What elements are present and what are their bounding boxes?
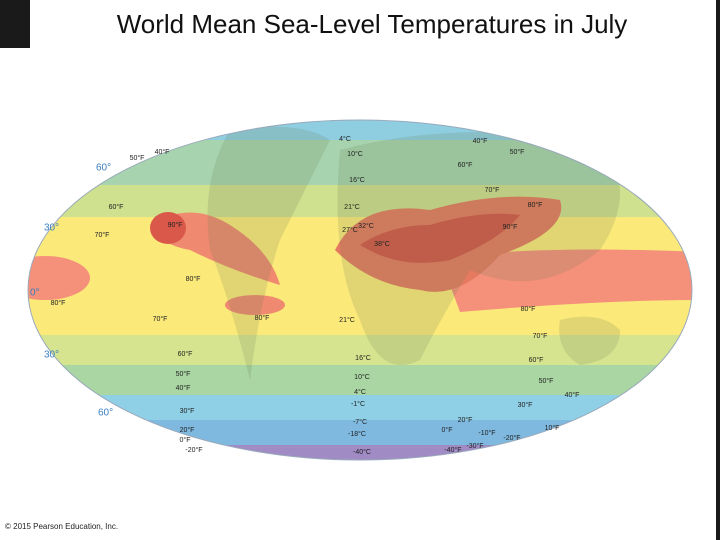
isotherm-label: 40°F — [565, 391, 580, 399]
isotherm-label: 27°C — [342, 226, 358, 234]
title: World Mean Sea-Level Temperatures in Jul… — [117, 9, 628, 39]
title-bar-edge — [0, 0, 30, 48]
map — [28, 120, 692, 460]
isotherm-label: -20°F — [503, 434, 520, 442]
isotherm-label: -20°F — [185, 446, 202, 454]
isotherm-label: 80°F — [521, 305, 536, 313]
isotherm-label: 4°C — [354, 388, 366, 396]
isotherm-label: -40°F — [444, 446, 461, 454]
isotherm-label: -40°C — [353, 448, 371, 456]
right-edge — [716, 0, 720, 540]
isotherm-label: 10°C — [347, 150, 363, 158]
map-outline — [27, 119, 693, 461]
isotherm-label: 40°F — [473, 137, 488, 145]
isotherm-label: 16°C — [355, 354, 371, 362]
isotherm-label: -30°F — [466, 442, 483, 450]
isotherm-label: 60°F — [529, 356, 544, 364]
isotherm-label: 60°F — [458, 161, 473, 169]
isotherm-label: 60°F — [178, 350, 193, 358]
isotherm-label: 50°F — [539, 377, 554, 385]
isotherm-label: 4°C — [339, 135, 351, 143]
latitude-label: 60° — [96, 163, 111, 174]
isotherm-label: 50°F — [510, 148, 525, 156]
isotherm-label: 21°C — [339, 316, 355, 324]
isotherm-label: 10°F — [545, 424, 560, 432]
latitude-label: 60° — [98, 408, 113, 419]
isotherm-label: 50°F — [130, 154, 145, 162]
isotherm-label: 70°F — [485, 186, 500, 194]
isotherm-label: 30°F — [180, 407, 195, 415]
isotherm-label: 32°C — [358, 222, 374, 230]
isotherm-label: 16°C — [349, 176, 365, 184]
isotherm-label: 40°F — [176, 384, 191, 392]
isotherm-label: 40°F — [155, 148, 170, 156]
isotherm-label: 90°F — [503, 223, 518, 231]
isotherm-label: 70°F — [533, 332, 548, 340]
isotherm-label: 50°F — [176, 370, 191, 378]
isotherm-label: 30°F — [518, 401, 533, 409]
isotherm-label: 38°C — [374, 240, 390, 248]
latitude-label: 30° — [44, 223, 59, 234]
isotherm-label: 80°F — [255, 314, 270, 322]
isotherm-label: 10°C — [354, 373, 370, 381]
isotherm-label: 80°F — [186, 275, 201, 283]
isotherm-label: -18°C — [348, 430, 366, 438]
isotherm-label: 80°F — [528, 201, 543, 209]
isotherm-label: -7°C — [353, 418, 367, 426]
isotherm-label: 21°C — [344, 203, 360, 211]
labels: 60° 30° 0° 30° 60° 4°C 40°F 40°F 50°F 10°C 50°F 60°… — [30, 135, 579, 456]
copyright: © 2015 Pearson Education, Inc. — [5, 522, 118, 531]
latitude-label: 30° — [44, 350, 59, 361]
isotherm-label: 0°F — [180, 436, 191, 444]
isotherm-label: 20°F — [180, 426, 195, 434]
isotherm-label: -1°C — [351, 400, 365, 408]
isotherm-label: -10°F — [478, 429, 495, 437]
isotherm-label: 70°F — [95, 231, 110, 239]
isotherm-label: 70°F — [153, 315, 168, 323]
isotherm-label: 60°F — [109, 203, 124, 211]
isotherm-label: 20°F — [458, 416, 473, 424]
isotherm-label: 0°F — [442, 426, 453, 434]
isotherm-label: 80°F — [51, 299, 66, 307]
isotherm-label: 90°F — [168, 221, 183, 229]
latitude-label: 0° — [30, 288, 40, 299]
